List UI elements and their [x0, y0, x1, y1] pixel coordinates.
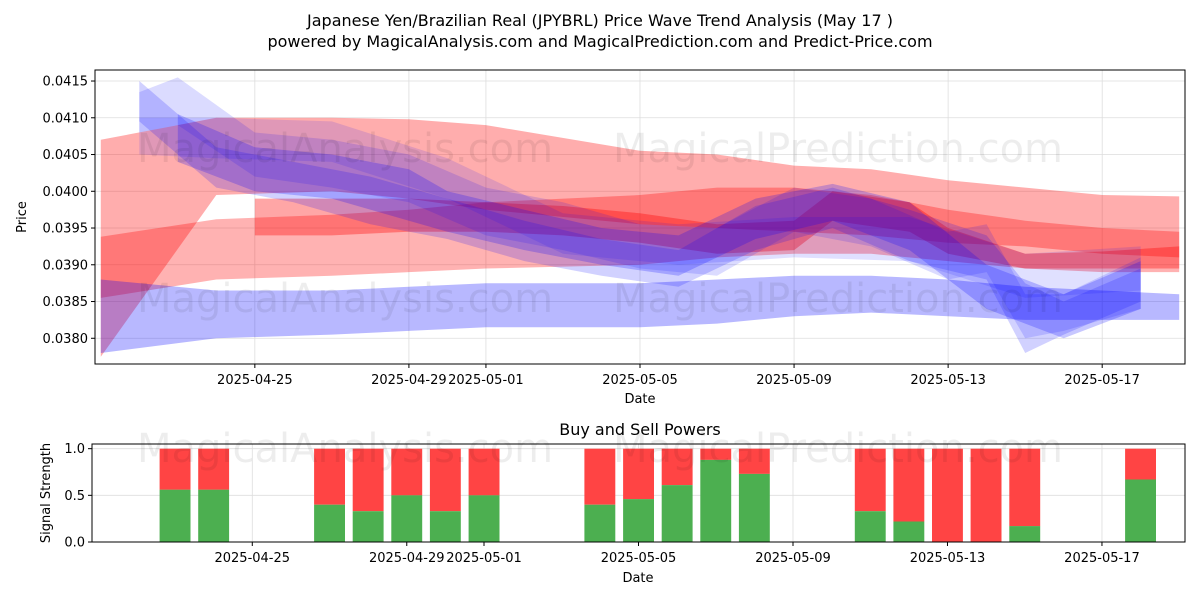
- signal-x-tick-label: 2025-05-05: [601, 551, 677, 566]
- sell-power-bar: [468, 448, 500, 496]
- chart-title-line1: Japanese Yen/Brazilian Real (JPYBRL) Pri…: [306, 11, 893, 30]
- price-band-red-0: [100, 117, 1180, 357]
- price-y-tick-label: 0.0385: [43, 295, 89, 310]
- signal-y-tick-label: 0.0: [64, 536, 85, 551]
- sell-power-bar: [700, 448, 732, 460]
- sell-power-bar: [893, 448, 925, 522]
- buy-power-bar: [893, 521, 925, 542]
- price-y-tick-label: 0.0380: [43, 332, 89, 347]
- price-band-red-2: [254, 191, 1180, 269]
- watermark-mid-left: MagicalAnalysis.com: [137, 276, 553, 322]
- sell-power-bar: [623, 448, 654, 500]
- buy-power-bar: [1125, 479, 1156, 542]
- price-x-ticks: 2025-04-25 2025-04-29 2025-05-01 2025-05-05…: [217, 364, 1140, 388]
- buy-power-bar: [854, 511, 886, 542]
- buy-power-bar: [700, 459, 732, 542]
- buy-power-bar: [198, 489, 230, 542]
- sell-power-bar: [932, 448, 963, 542]
- price-band-blue-7: [139, 117, 1141, 298]
- signal-x-tick-label: 2025-05-09: [755, 551, 831, 566]
- price-y-tick-label: 0.0395: [43, 222, 89, 237]
- signal-chart-title: Buy and Sell Powers: [559, 420, 721, 439]
- buy-power-bar: [429, 511, 461, 542]
- price-x-tick-label: 2025-04-25: [217, 373, 293, 388]
- price-x-tick-label: 2025-04-29: [371, 373, 447, 388]
- buy-power-bar: [584, 504, 616, 542]
- sell-power-bar: [970, 448, 1002, 542]
- signal-y-tick-label: 1.0: [64, 442, 85, 457]
- buy-power-bar: [661, 485, 693, 542]
- price-band-blue-6: [139, 77, 1141, 339]
- watermark-bottom-right: MagicalPrediction.com: [613, 426, 1063, 472]
- watermark-top-left: MagicalAnalysis.com: [137, 126, 553, 172]
- signal-x-tick-label: 2025-04-29: [369, 551, 445, 566]
- signal-bars: [159, 448, 1156, 542]
- sell-power-bar: [198, 448, 230, 490]
- signal-x-ticks: 2025-04-25 2025-04-29 2025-05-01 2025-05-05…: [214, 542, 1140, 566]
- price-y-ticks: 0.0380 0.0385 0.0390 0.0395 0.0400 0.0405 0.04…: [43, 75, 95, 347]
- sell-power-bar: [391, 448, 423, 496]
- price-x-tick-label: 2025-05-05: [602, 373, 678, 388]
- buy-power-bar: [159, 489, 191, 542]
- buy-power-bar: [623, 499, 654, 542]
- signal-x-tick-label: 2025-05-17: [1064, 551, 1140, 566]
- signal-x-tick-label: 2025-04-25: [214, 551, 290, 566]
- watermark-top-right: MagicalPrediction.com: [613, 126, 1063, 172]
- price-y-tick-label: 0.0415: [43, 75, 89, 90]
- price-y-axis-label: Price: [15, 201, 30, 233]
- price-y-tick-label: 0.0410: [43, 111, 89, 126]
- price-x-tick-label: 2025-05-17: [1064, 373, 1140, 388]
- watermark-mid-right: MagicalPrediction.com: [613, 276, 1063, 322]
- signal-y-ticks: 0.0 0.5 1.0: [64, 442, 92, 551]
- price-x-axis-label: Date: [624, 392, 655, 407]
- buy-power-bar: [738, 473, 770, 542]
- buy-power-bar: [314, 504, 345, 542]
- price-band-blue-4: [177, 114, 1141, 339]
- signal-y-tick-label: 0.5: [64, 489, 85, 504]
- sell-power-bar: [584, 448, 616, 505]
- sell-power-bar: [1009, 448, 1041, 527]
- sell-power-bar: [159, 448, 191, 490]
- sell-power-bar: [854, 448, 886, 512]
- price-y-tick-label: 0.0405: [43, 148, 89, 163]
- buy-power-bar: [352, 511, 384, 542]
- sell-power-bar: [429, 448, 461, 512]
- sell-power-bar: [352, 448, 384, 512]
- sell-power-bar: [314, 448, 345, 505]
- buy-power-bar: [1009, 526, 1041, 542]
- sell-power-bar: [738, 448, 770, 474]
- signal-y-axis-label: Signal Strength: [39, 443, 54, 543]
- price-band-blue-5: [139, 81, 1141, 353]
- price-grid: [95, 70, 1185, 364]
- price-y-tick-label: 0.0400: [43, 185, 89, 200]
- buy-power-bar: [391, 495, 423, 542]
- price-x-tick-label: 2025-05-01: [448, 373, 524, 388]
- chart-title-line2: powered by MagicalAnalysis.com and Magic…: [267, 32, 932, 51]
- price-band-blue-3: [100, 275, 1180, 353]
- signal-x-tick-label: 2025-05-01: [446, 551, 522, 566]
- price-y-tick-label: 0.0390: [43, 258, 89, 273]
- signal-x-axis-label: Date: [622, 571, 653, 586]
- price-wave-bands: [100, 77, 1180, 357]
- price-x-tick-label: 2025-05-13: [910, 373, 986, 388]
- watermark-bottom-left: MagicalAnalysis.com: [137, 426, 553, 472]
- buy-power-bar: [468, 495, 500, 542]
- sell-power-bar: [1125, 448, 1156, 480]
- price-x-tick-label: 2025-05-09: [756, 373, 832, 388]
- signal-x-tick-label: 2025-05-13: [910, 551, 986, 566]
- sell-power-bar: [661, 448, 693, 486]
- price-band-red-1: [100, 187, 1180, 298]
